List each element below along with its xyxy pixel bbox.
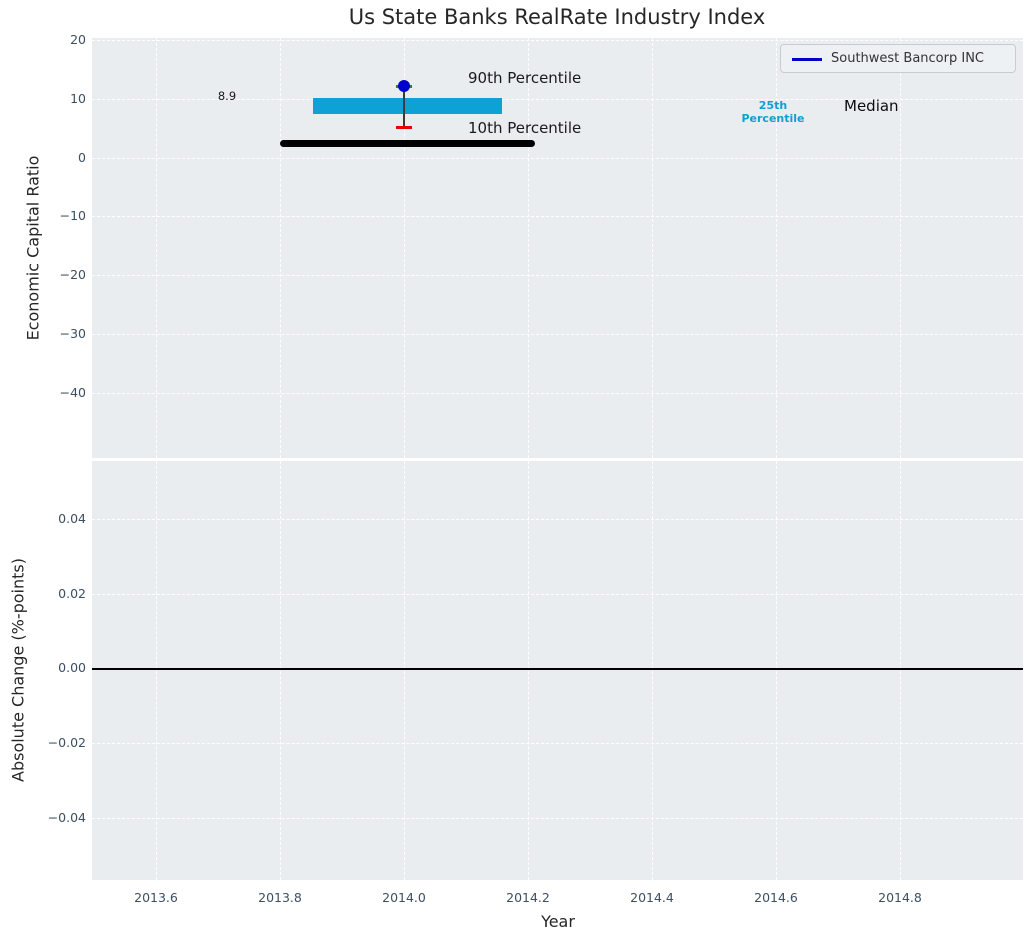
p10-label: 10th Percentile <box>468 119 582 137</box>
p90-label: 90th Percentile <box>468 69 582 87</box>
median-label: Median <box>844 97 899 115</box>
gridline-x-2013.6 <box>156 461 157 880</box>
gridline-x-2014.6 <box>776 38 777 458</box>
gridline-x-2014.0 <box>404 38 405 458</box>
gridline-x-2014.2 <box>528 38 529 458</box>
median-value-label: 8.9 <box>217 89 237 103</box>
gridline-y-0.02 <box>92 594 1023 595</box>
gridline-x-2013.8 <box>280 461 281 880</box>
ytick-bot--0.04: −0.04 <box>47 810 86 825</box>
gridline-y--0.04 <box>92 818 1023 819</box>
gridline-y--20 <box>92 275 1023 276</box>
p25-label: 25th Percentile <box>741 99 805 125</box>
xtick-2013.8: 2013.8 <box>258 890 302 905</box>
ytick-top-20: 20 <box>70 32 86 47</box>
xtick-2014.0: 2014.0 <box>382 890 426 905</box>
ytick-top-10: 10 <box>70 91 86 106</box>
gridline-y--0.02 <box>92 743 1023 744</box>
bottom-plot-area <box>92 461 1023 880</box>
gridline-x-2014.8 <box>900 461 901 880</box>
ytick-bot--0.02: −0.02 <box>47 735 86 750</box>
zero-reference-line <box>92 668 1023 670</box>
gridline-x-2014.4 <box>652 461 653 880</box>
ytick-bot-0.02: 0.02 <box>58 586 86 601</box>
gridline-y-0.04 <box>92 519 1023 520</box>
legend-line-sample <box>792 58 822 61</box>
gridline-x-2014.2 <box>528 461 529 880</box>
errorbar-line <box>403 86 405 127</box>
top-plot-area: 8.9 90th Percentile 10th Percentile 25th… <box>92 38 1023 458</box>
gridline-y--10 <box>92 216 1023 217</box>
legend: Southwest Bancorp INC <box>780 44 1016 73</box>
xtick-2014.6: 2014.6 <box>754 890 798 905</box>
gridline-y-20 <box>92 40 1023 41</box>
ytick-top--10: −10 <box>59 208 86 223</box>
iqr-percentile-band <box>313 98 502 114</box>
gridline-x-2014.0 <box>404 461 405 880</box>
p10-cap <box>396 126 412 129</box>
chart-title: Us State Banks RealRate Industry Index <box>348 5 766 29</box>
median-line <box>280 140 535 147</box>
ytick-top--40: −40 <box>59 385 86 400</box>
x-axis-label: Year <box>541 912 575 931</box>
gridline-y-0 <box>92 158 1023 159</box>
gridline-y--30 <box>92 334 1023 335</box>
gridline-x-2014.4 <box>652 38 653 458</box>
legend-label: Southwest Bancorp INC <box>831 51 985 66</box>
ytick-top--20: −20 <box>59 267 86 282</box>
ytick-bot-0.00: 0.00 <box>58 660 86 675</box>
gridline-y-10 <box>92 99 1023 100</box>
top-y-axis-label: Economic Capital Ratio <box>23 155 43 341</box>
xtick-2014.2: 2014.2 <box>506 890 550 905</box>
company-data-point <box>398 80 410 92</box>
ytick-top-0: 0 <box>78 150 86 165</box>
xtick-2013.6: 2013.6 <box>134 890 178 905</box>
gridline-x-2013.6 <box>156 38 157 458</box>
gridline-x-2014.6 <box>776 461 777 880</box>
gridline-y--40 <box>92 393 1023 394</box>
gridline-x-2014.8 <box>900 38 901 458</box>
gridline-x-2013.8 <box>280 38 281 458</box>
bottom-y-axis-label: Absolute Change (%-points) <box>8 558 28 782</box>
ytick-top--30: −30 <box>59 326 86 341</box>
ytick-bot-0.04: 0.04 <box>58 511 86 526</box>
xtick-2014.4: 2014.4 <box>630 890 674 905</box>
xtick-2014.8: 2014.8 <box>878 890 922 905</box>
